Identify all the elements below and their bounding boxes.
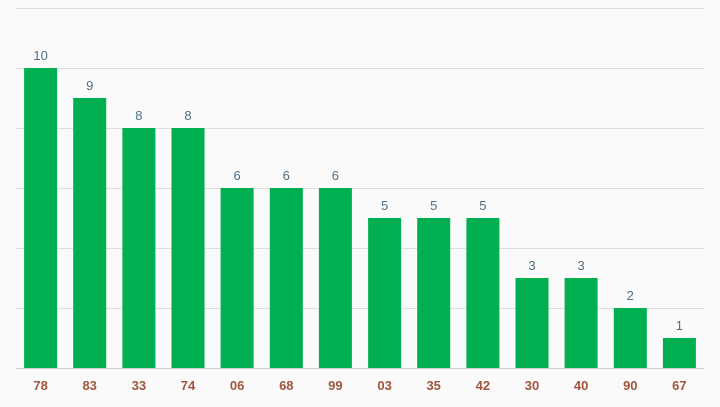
category-label-99: 99 xyxy=(328,378,342,393)
category-label-78: 78 xyxy=(33,378,47,393)
bar-68[interactable] xyxy=(269,188,303,368)
value-label-30: 3 xyxy=(528,258,535,273)
category-label-40: 40 xyxy=(574,378,588,393)
bar-67[interactable] xyxy=(662,338,696,368)
category-label-03: 03 xyxy=(377,378,391,393)
category-labels: 78 83 33 74 06 68 99 03 35 42 30 40 90 67 xyxy=(33,378,686,393)
category-label-42: 42 xyxy=(476,378,490,393)
value-label-33: 8 xyxy=(135,108,142,123)
bar-30[interactable] xyxy=(515,278,549,368)
value-label-78: 10 xyxy=(33,48,47,63)
value-label-99: 6 xyxy=(332,168,339,183)
bar-03[interactable] xyxy=(368,218,402,368)
category-label-74: 74 xyxy=(181,378,196,393)
bar-99[interactable] xyxy=(318,188,352,368)
bar-06[interactable] xyxy=(220,188,254,368)
value-label-03: 5 xyxy=(381,198,388,213)
grid-lines xyxy=(16,8,704,369)
category-label-35: 35 xyxy=(426,378,440,393)
value-label-74: 8 xyxy=(184,108,191,123)
value-labels: 10 9 8 8 6 6 6 5 5 5 3 3 2 1 xyxy=(33,48,683,333)
category-label-06: 06 xyxy=(230,378,244,393)
bar-42[interactable] xyxy=(466,218,500,368)
category-label-83: 83 xyxy=(82,378,96,393)
value-label-06: 6 xyxy=(233,168,240,183)
bar-74[interactable] xyxy=(171,128,205,368)
category-label-90: 90 xyxy=(623,378,637,393)
bar-35[interactable] xyxy=(417,218,451,368)
value-label-83: 9 xyxy=(86,78,93,93)
value-label-40: 3 xyxy=(577,258,584,273)
category-label-33: 33 xyxy=(132,378,146,393)
category-label-30: 30 xyxy=(525,378,539,393)
bar-40[interactable] xyxy=(564,278,598,368)
bar-33[interactable] xyxy=(122,128,156,368)
bar-78[interactable] xyxy=(24,68,58,368)
bar-90[interactable] xyxy=(613,308,647,368)
category-label-68: 68 xyxy=(279,378,293,393)
value-label-35: 5 xyxy=(430,198,437,213)
value-label-68: 6 xyxy=(283,168,290,183)
bars xyxy=(24,68,696,368)
category-label-67: 67 xyxy=(672,378,686,393)
value-label-42: 5 xyxy=(479,198,486,213)
value-label-90: 2 xyxy=(627,288,634,303)
value-label-67: 1 xyxy=(676,318,683,333)
bar-83[interactable] xyxy=(73,98,107,368)
